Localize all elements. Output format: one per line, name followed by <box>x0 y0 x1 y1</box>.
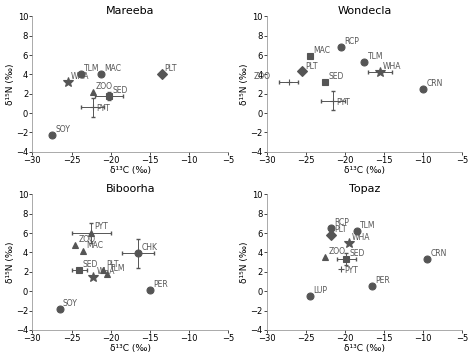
Title: Wondecla: Wondecla <box>337 5 392 15</box>
Text: PER: PER <box>375 276 390 285</box>
Text: MAC: MAC <box>104 64 121 73</box>
Y-axis label: δ¹⁵N (‰): δ¹⁵N (‰) <box>6 63 15 105</box>
Text: PLT: PLT <box>164 64 177 73</box>
Text: SED: SED <box>112 86 128 95</box>
Text: RCP: RCP <box>334 218 349 227</box>
Y-axis label: δ¹⁵N (‰): δ¹⁵N (‰) <box>240 241 249 283</box>
Text: PYT: PYT <box>94 222 108 231</box>
Text: WHA: WHA <box>97 267 115 276</box>
Text: PLT: PLT <box>305 61 318 70</box>
Text: PYT: PYT <box>344 266 358 275</box>
Text: TLM: TLM <box>360 221 375 230</box>
X-axis label: δ¹³C (‰): δ¹³C (‰) <box>344 166 385 175</box>
Text: PER: PER <box>153 280 168 289</box>
Text: CHK: CHK <box>141 243 157 252</box>
Text: ZOO: ZOO <box>253 72 270 81</box>
Text: PYT: PYT <box>96 104 109 113</box>
Text: PLT: PLT <box>334 225 346 234</box>
Title: Mareeba: Mareeba <box>106 5 155 15</box>
Text: RCP: RCP <box>344 37 359 46</box>
Text: TLM: TLM <box>84 64 100 73</box>
Text: MAC: MAC <box>86 241 103 250</box>
Text: WHA: WHA <box>352 233 370 242</box>
Y-axis label: δ¹⁵N (‰): δ¹⁵N (‰) <box>240 63 249 105</box>
Text: TLM: TLM <box>110 264 125 273</box>
Text: SOY: SOY <box>55 125 70 134</box>
Text: ZOO: ZOO <box>328 247 346 256</box>
Text: PLT: PLT <box>106 260 118 269</box>
Text: CRN: CRN <box>430 249 447 258</box>
Text: SED: SED <box>328 72 344 81</box>
Text: TLM: TLM <box>367 52 383 61</box>
Text: WHA: WHA <box>383 62 402 71</box>
X-axis label: δ¹³C (‰): δ¹³C (‰) <box>109 166 151 175</box>
Text: ZOO: ZOO <box>96 82 113 91</box>
Y-axis label: δ¹⁵N (‰): δ¹⁵N (‰) <box>6 241 15 283</box>
Text: SED: SED <box>350 249 365 258</box>
X-axis label: δ¹³C (‰): δ¹³C (‰) <box>109 344 151 354</box>
Text: SOY: SOY <box>63 299 78 308</box>
Title: Biboorha: Biboorha <box>105 184 155 194</box>
Text: PYT: PYT <box>336 98 350 107</box>
X-axis label: δ¹³C (‰): δ¹³C (‰) <box>344 344 385 354</box>
Text: MAC: MAC <box>313 46 330 55</box>
Text: SED: SED <box>82 260 98 269</box>
Text: LUP: LUP <box>313 286 327 295</box>
Title: Topaz: Topaz <box>349 184 380 194</box>
Text: CRN: CRN <box>426 79 443 88</box>
Text: ZOO: ZOO <box>79 235 96 244</box>
Text: WHA: WHA <box>71 72 89 81</box>
